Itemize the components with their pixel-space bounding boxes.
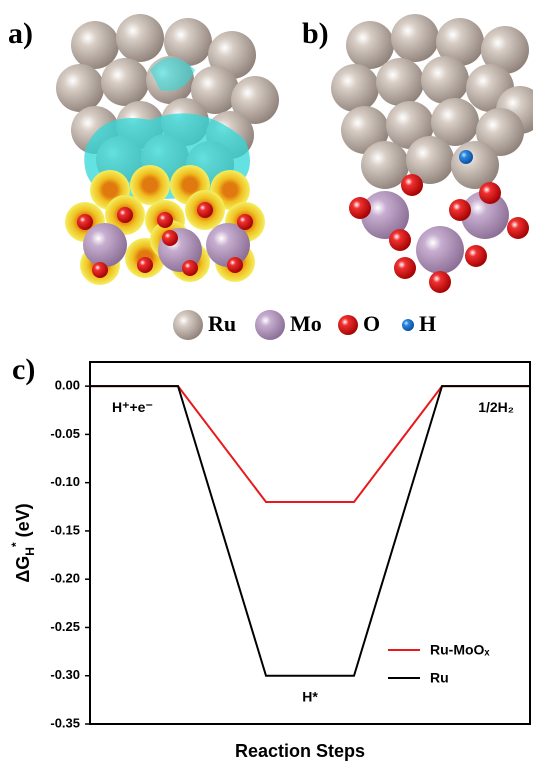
- atom: [361, 191, 409, 239]
- atom: [429, 271, 451, 293]
- atom: [157, 212, 173, 228]
- y-tick-label: -0.20: [50, 571, 80, 586]
- atom: [436, 18, 484, 66]
- x-axis-label: Reaction Steps: [235, 741, 365, 761]
- panel-label: c): [12, 353, 35, 386]
- y-tick-label: -0.10: [50, 474, 80, 489]
- atom: [451, 141, 499, 189]
- atom: [341, 106, 389, 154]
- atom: [421, 56, 469, 104]
- atom: [376, 58, 424, 106]
- atom: [83, 223, 127, 267]
- y-axis-label-part: H: [23, 547, 37, 556]
- legend-label: Ru-MoOₓ: [430, 642, 490, 658]
- legend-label: O: [363, 311, 380, 336]
- y-tick-label: -0.15: [50, 522, 80, 537]
- y-tick-label: 0.00: [55, 378, 80, 393]
- atom: [481, 26, 529, 74]
- atom: [386, 101, 434, 149]
- legend-label: H: [419, 311, 436, 336]
- legend-label: Ru: [208, 311, 236, 336]
- y-axis-label-part: ΔG: [13, 556, 33, 583]
- atom: [361, 141, 409, 189]
- line: [90, 385, 530, 677]
- y-axis-label-part: *: [9, 542, 23, 547]
- atom: [56, 64, 104, 112]
- atom: [77, 214, 93, 230]
- atom: [255, 310, 285, 340]
- atom: [391, 14, 439, 62]
- atom: [465, 245, 487, 267]
- legend-label: Ru: [430, 670, 449, 686]
- atom: [137, 257, 153, 273]
- atom: [431, 98, 479, 146]
- atom: [389, 229, 411, 251]
- panel-label: a): [8, 17, 33, 50]
- atom: [162, 230, 178, 246]
- atom: [227, 257, 243, 273]
- atom: [416, 226, 464, 274]
- atom: [92, 262, 108, 278]
- atom: [461, 191, 509, 239]
- atom: [164, 18, 212, 66]
- atom: [117, 207, 133, 223]
- line: [90, 385, 530, 503]
- atom: [401, 174, 423, 196]
- plot-frame: [89, 361, 531, 725]
- atom: [231, 76, 279, 124]
- annotation: H⁺+e⁻: [112, 399, 153, 415]
- charge-density: [130, 165, 170, 205]
- atom: [346, 21, 394, 69]
- atom: [101, 58, 149, 106]
- atom: [331, 64, 379, 112]
- atom: [182, 260, 198, 276]
- atom: [449, 199, 471, 221]
- atom: [406, 136, 454, 184]
- atom: [459, 150, 473, 164]
- y-axis-label-part: (eV): [13, 503, 33, 542]
- atom: [402, 319, 414, 331]
- atom: [116, 14, 164, 62]
- y-tick-label: -0.25: [50, 619, 80, 634]
- atom: [476, 108, 524, 156]
- atom: [394, 257, 416, 279]
- panel-label: b): [302, 17, 329, 50]
- atom: [237, 214, 253, 230]
- atom: [197, 202, 213, 218]
- y-tick-label: -0.30: [50, 667, 80, 682]
- atom: [206, 223, 250, 267]
- legend-label: Mo: [290, 311, 322, 336]
- y-tick-label: -0.05: [50, 426, 80, 441]
- atom: [173, 310, 203, 340]
- atom: [71, 21, 119, 69]
- atom: [191, 66, 239, 114]
- atom: [479, 182, 501, 204]
- annotation: 1/2H₂: [478, 399, 514, 415]
- annotation: H*: [302, 688, 318, 704]
- structures: [56, 14, 533, 340]
- atom: [349, 197, 371, 219]
- atom: [507, 217, 529, 239]
- atom: [338, 315, 358, 335]
- y-axis-label: ΔGH* (eV): [9, 503, 37, 582]
- y-tick-label: -0.35: [50, 715, 80, 730]
- charge-density: [150, 57, 195, 91]
